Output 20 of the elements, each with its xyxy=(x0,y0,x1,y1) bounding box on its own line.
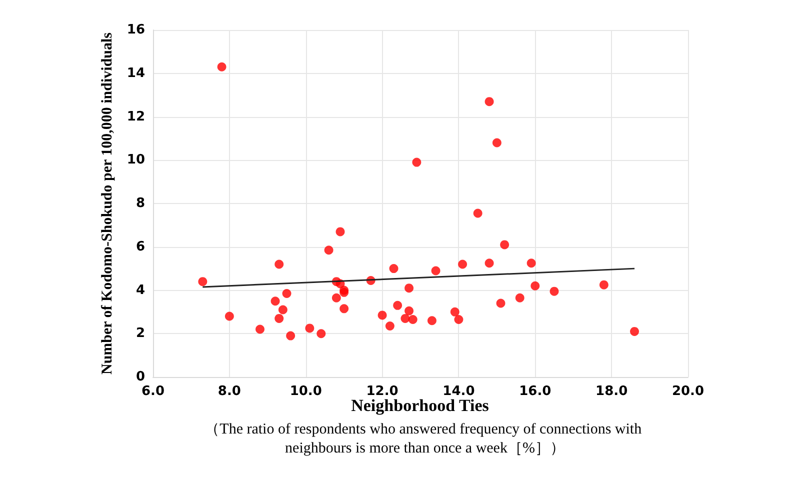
x-tick-label: 8.0 xyxy=(218,384,241,399)
y-axis-title: Number of Kodomo-Shokudo per 100,000 individuals xyxy=(100,32,116,375)
y-tick-label: 0 xyxy=(136,370,145,384)
x-tick-label: 6.0 xyxy=(141,384,165,399)
y-tick-label: 16 xyxy=(126,22,145,38)
y-tick-label: 12 xyxy=(126,109,145,124)
y-tick-label: 2 xyxy=(136,326,145,342)
text: （The ratio of respondents who answered frequency of connections with neighbours is more than once a week［%］） xyxy=(204,422,646,456)
y-tick-label: 14 xyxy=(126,66,145,81)
x-tick-label: 12.0 xyxy=(366,384,398,399)
y-tick-label: 4 xyxy=(136,282,145,298)
x-tick-label: 18.0 xyxy=(596,384,628,399)
x-tick-label: 10.0 xyxy=(290,384,322,399)
x-tick-label: 16.0 xyxy=(519,384,552,399)
x-tick-label: 14.0 xyxy=(442,384,475,399)
x-axis-title: Neighborhood Ties xyxy=(351,396,490,415)
y-tick-label: 8 xyxy=(136,196,145,211)
x-tick-label: 20.0 xyxy=(672,384,704,399)
y-tick-label: 6 xyxy=(136,239,145,254)
y-tick-label: 10 xyxy=(126,152,145,168)
